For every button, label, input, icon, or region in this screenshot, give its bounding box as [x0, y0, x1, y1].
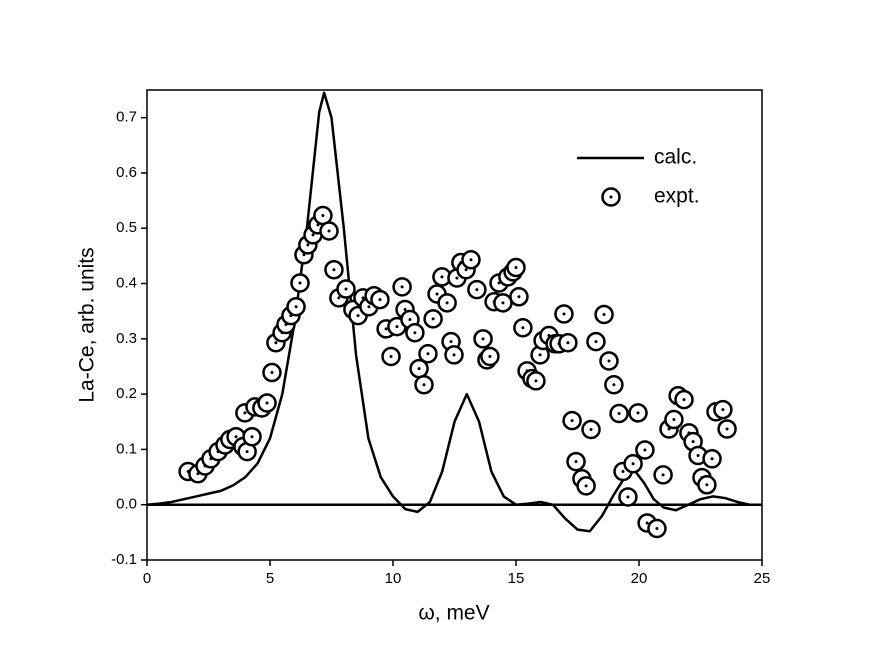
expt-point-dot — [725, 427, 729, 431]
expt-point-dot — [691, 440, 695, 444]
expt-point-dot — [234, 435, 238, 439]
x-tick-label: 5 — [266, 570, 274, 587]
expt-point-dot — [426, 352, 430, 356]
expt-point-dot — [243, 411, 247, 415]
y-tick-label: 0.6 — [116, 164, 137, 181]
expt-point-dot — [294, 305, 298, 309]
y-tick-label: 0.1 — [116, 440, 137, 457]
expt-point-dot — [574, 460, 578, 464]
y-tick-label: 0.7 — [116, 109, 137, 126]
expt-point-dot — [250, 435, 254, 439]
expt-point-dot — [589, 428, 593, 432]
expt-point-dot — [445, 301, 449, 305]
expt-point-dot — [356, 314, 360, 318]
expt-point-dot — [517, 295, 521, 299]
expt-point-dot — [721, 408, 725, 412]
expt-point-dot — [594, 340, 598, 344]
expt-point-dot — [452, 353, 456, 357]
expt-point-dot — [270, 371, 274, 375]
y-tick-label: 0.4 — [116, 274, 137, 291]
expt-point-dot — [710, 457, 714, 461]
expt-point-dot — [327, 229, 331, 233]
expt-point-dot — [245, 450, 249, 454]
y-tick-label: 0.2 — [116, 385, 137, 402]
expt-point-dot — [417, 367, 421, 371]
expt-point-dot — [626, 495, 630, 499]
expt-point-dot — [344, 287, 348, 291]
y-tick-label: 0.5 — [116, 219, 137, 236]
expt-point-dot — [321, 214, 325, 218]
expt-point-dot — [538, 353, 542, 357]
expt-point-dot — [584, 484, 588, 488]
expt-point-dot — [682, 398, 686, 402]
expt-point-dot — [400, 285, 404, 289]
expt-point-dot — [475, 288, 479, 292]
legend-label: calc. — [654, 146, 697, 169]
expt-point-dot — [408, 317, 412, 321]
expt-point-dot — [636, 411, 640, 415]
expt-point-dot — [431, 317, 435, 321]
expt-point-dot — [311, 233, 315, 237]
expt-point-dot — [274, 341, 278, 345]
expt-point-dot — [705, 483, 709, 487]
expt-point-dot — [514, 265, 518, 269]
expt-point-dot — [602, 312, 606, 316]
x-tick-label: 10 — [385, 570, 402, 587]
expt-point-dot — [566, 341, 570, 345]
expt-point-dot — [501, 301, 505, 305]
legend-label: expt. — [654, 185, 700, 208]
expt-point-dot — [655, 526, 659, 530]
x-tick-label: 0 — [143, 570, 151, 587]
expt-point-dot — [449, 340, 453, 344]
expt-point-dot — [643, 448, 647, 452]
expt-point-dot — [422, 383, 426, 387]
expt-point-dot — [395, 325, 399, 329]
expt-point-dot — [332, 268, 336, 272]
y-tick-label: 0.0 — [116, 496, 137, 513]
x-axis-label: ω, meV — [418, 602, 489, 625]
expt-point-dot — [488, 355, 492, 359]
y-tick-label: 0.3 — [116, 330, 137, 347]
x-tick-label: 25 — [754, 570, 771, 587]
expt-point-dot — [337, 296, 341, 300]
expt-point-dot — [696, 453, 700, 457]
calc-line — [146, 91, 762, 533]
legend-marker-dot — [609, 195, 613, 199]
expt-point-dot — [612, 383, 616, 387]
expt-point-dot — [631, 462, 635, 466]
expt-point-dot — [378, 298, 382, 302]
expt-point-dot — [389, 355, 393, 359]
expt-point-dot — [464, 268, 468, 272]
x-tick-label: 20 — [631, 570, 648, 587]
expt-point-dot — [617, 411, 621, 415]
expt-point-dot — [481, 337, 485, 341]
expt-point-dot — [469, 258, 473, 262]
expt-point-dot — [298, 281, 302, 285]
expt-point-dot — [562, 312, 566, 316]
expt-point-dot — [645, 521, 649, 525]
plot-frame — [146, 89, 763, 561]
expt-point-dot — [367, 305, 371, 309]
expt-point-dot — [607, 359, 611, 363]
y-tick-label: -0.1 — [111, 551, 137, 568]
expt-point-dot — [413, 331, 417, 335]
expt-point-dot — [306, 243, 310, 247]
expt-point-dot — [440, 275, 444, 279]
y-axis-label: La-Ce, arb. units — [76, 247, 99, 402]
expt-point-dot — [570, 419, 574, 423]
expt-point-dot — [455, 276, 459, 280]
expt-point-dot — [265, 401, 269, 405]
expt-point-dot — [403, 308, 407, 312]
expt-point-dot — [621, 470, 625, 474]
x-tick-label: 15 — [508, 570, 525, 587]
expt-point-dot — [661, 473, 665, 477]
expt-point-dot — [435, 292, 439, 296]
expt-point-dot — [534, 379, 538, 383]
expt-point-dot — [384, 327, 388, 331]
expt-point-dot — [672, 418, 676, 422]
expt-point-dot — [521, 326, 525, 330]
